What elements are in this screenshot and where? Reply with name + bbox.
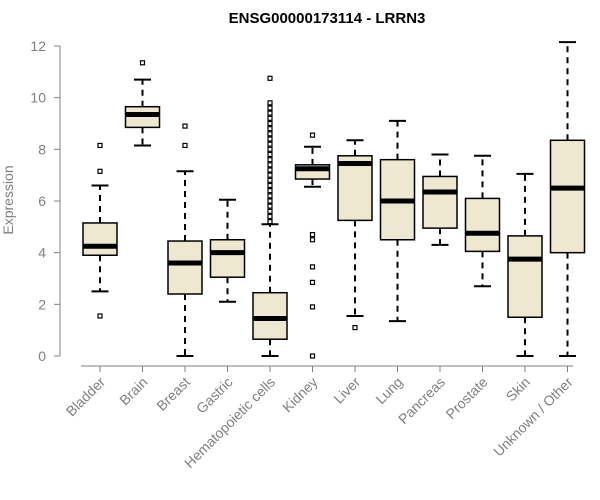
x-tick-label: Lung (372, 374, 405, 407)
outlier-point (267, 105, 273, 111)
box-liver (337, 139, 373, 331)
outlier-point (267, 100, 273, 106)
outlier-point (267, 208, 273, 214)
outlier-point (267, 172, 273, 178)
iqr-box (124, 105, 161, 129)
iqr-box (507, 235, 543, 318)
outlier-point (309, 132, 316, 138)
outlier-point (309, 304, 316, 310)
outlier-point (267, 136, 273, 142)
boxes (82, 41, 586, 359)
x-tick-label: Prostate (442, 374, 490, 422)
outlier-point (309, 237, 316, 243)
outlier-point (267, 188, 273, 194)
y-ticks: 0 2 4 6 8 10 12 (30, 38, 60, 364)
box-gastric (209, 198, 246, 303)
outlier-point (267, 213, 273, 220)
x-tick-label: Unknown / Other (490, 374, 576, 460)
outlier-point (267, 110, 273, 116)
outlier-point (352, 324, 358, 331)
box-pancreas (422, 153, 458, 246)
x-tick-label: Liver (330, 374, 363, 407)
x-tick-label: Breast (153, 374, 193, 414)
box-lung (379, 119, 416, 323)
outlier-point (267, 115, 273, 121)
outlier-point (267, 203, 273, 209)
y-axis-label: Expression (0, 165, 16, 234)
y-tick-label: 0 (38, 348, 46, 364)
y-tick-label: 8 (38, 141, 46, 157)
iqr-box (209, 239, 246, 278)
iqr-box (252, 291, 288, 340)
x-tick-label: Bladder (63, 374, 109, 420)
box-hematopoietic-cells (252, 75, 288, 357)
outlier-point (97, 142, 103, 149)
outlier-point (267, 219, 273, 225)
iqr-box (337, 155, 373, 222)
y-tick-label: 4 (38, 245, 46, 261)
outlier-point (309, 231, 316, 238)
chart-title: ENSG00000173114 - LRRN3 (229, 10, 426, 27)
x-tick-label: Kidney (279, 374, 321, 416)
outlier-point (267, 75, 273, 81)
box-breast (167, 123, 203, 357)
outlier-point (267, 157, 273, 163)
iqr-box (464, 197, 501, 253)
iqr-box (422, 175, 458, 229)
y-tick-label: 12 (30, 38, 46, 54)
box-brain (124, 60, 161, 147)
outlier-point (97, 313, 103, 319)
outlier-point (139, 60, 146, 66)
outlier-point (267, 120, 273, 127)
y-tick-label: 2 (38, 296, 46, 312)
outlier-point (267, 167, 273, 173)
iqr-box (167, 240, 203, 295)
outlier-point (309, 264, 316, 270)
outlier-point (267, 198, 273, 204)
outlier-point (267, 141, 273, 147)
outlier-point (267, 177, 273, 183)
box-unknown-other (549, 41, 586, 357)
outlier-point (309, 279, 316, 285)
x-tick-label: Brain (116, 374, 150, 408)
outlier-point (267, 131, 273, 137)
y-tick-label: 10 (30, 90, 46, 106)
x-tick-label: Skin (503, 374, 534, 405)
outlier-point (267, 126, 273, 132)
outlier-point (267, 146, 273, 152)
x-tick-label: Pancreas (395, 374, 448, 427)
outlier-point (267, 162, 273, 168)
box-bladder (82, 142, 118, 319)
outlier-point (182, 123, 188, 129)
outlier-point (309, 353, 316, 359)
outlier-point (267, 193, 273, 199)
outlier-point (267, 151, 273, 158)
box-skin (507, 172, 543, 357)
box-prostate (464, 154, 501, 288)
box-kidney (294, 132, 331, 359)
outlier-point (267, 182, 273, 189)
y-tick-label: 6 (38, 193, 46, 209)
outlier-point (97, 168, 103, 174)
iqr-box (82, 222, 118, 256)
outlier-point (182, 142, 188, 149)
iqr-box (549, 139, 586, 254)
